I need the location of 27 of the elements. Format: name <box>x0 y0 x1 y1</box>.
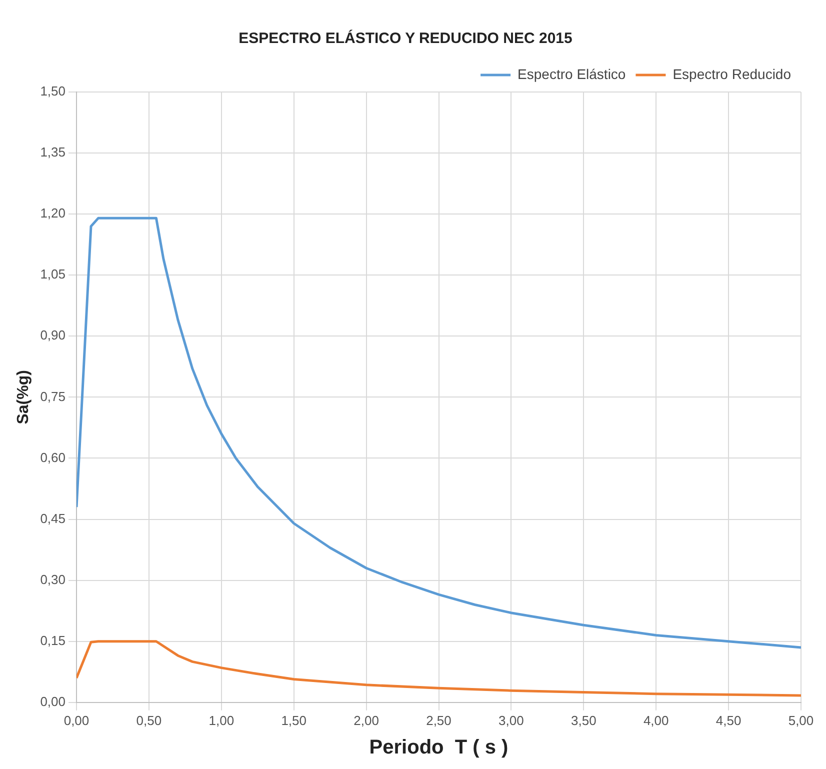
y-tick-label: 1,20 <box>40 206 66 221</box>
x-tick-label: 4,00 <box>643 712 669 728</box>
chart-title: ESPECTRO ELÁSTICO Y REDUCIDO NEC 2015 <box>238 29 572 48</box>
y-tick-label: 1,05 <box>40 266 66 282</box>
y-tick-label: 0,15 <box>40 632 66 648</box>
x-axis-title: Periodo T ( s ) <box>369 736 508 759</box>
y-tick-label: 1,50 <box>40 84 66 99</box>
x-tick-label: 0,00 <box>64 712 90 728</box>
y-tick-label: 0,45 <box>40 510 66 526</box>
x-tick-label: 3,00 <box>498 712 524 728</box>
y-tick-label: 0,00 <box>40 694 66 709</box>
x-tick-label: 5,00 <box>788 712 814 728</box>
y-tick-label: 0,30 <box>40 572 66 587</box>
y-axis-title: Sa(%g) <box>15 370 32 424</box>
x-tick-label: 2,00 <box>354 712 379 728</box>
x-tick-label: 3,50 <box>570 712 596 728</box>
x-tick-label: 0,50 <box>136 712 162 728</box>
legend-label: Espectro Elástico <box>518 66 626 82</box>
x-tick-label: 1,00 <box>208 712 234 728</box>
y-tick-label: 0,75 <box>40 388 66 404</box>
x-tick-label: 4,50 <box>716 712 742 728</box>
x-tick-label: 1,50 <box>281 712 307 728</box>
y-tick-label: 0,60 <box>40 450 66 465</box>
x-tick-label: 2,50 <box>426 712 452 728</box>
y-tick-label: 1,35 <box>40 144 66 160</box>
y-tick-label: 0,90 <box>40 328 66 343</box>
legend-label: Espectro Reducido <box>672 66 792 82</box>
